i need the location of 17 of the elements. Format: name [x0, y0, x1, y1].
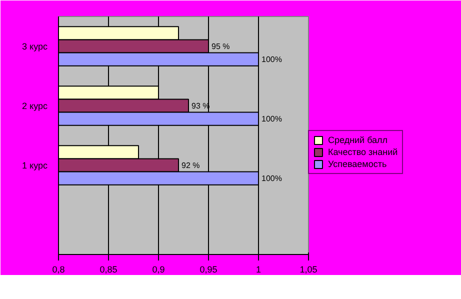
x-tick-label: 0,95	[200, 264, 218, 274]
data-label: 100%	[262, 114, 282, 124]
x-tick-label: 1	[256, 264, 262, 274]
data-label: 100%	[262, 174, 282, 183]
data-label: 95 %	[212, 42, 230, 51]
x-tick-label: 0,9	[152, 264, 165, 274]
legend-label: Средний балл	[328, 135, 388, 145]
x-tick-label: 0,8	[52, 264, 65, 274]
data-label: 92 %	[182, 160, 200, 170]
y-tick-label: 3 курс	[22, 41, 48, 52]
x-tick-label: 1,05	[300, 264, 318, 274]
y-tick-label: 2 курс	[22, 100, 48, 111]
x-tick-label: 0,85	[100, 264, 118, 274]
y-tick-label: 1 курс	[22, 160, 48, 170]
legend-label: Успеваемость	[328, 159, 387, 169]
data-label: 100%	[262, 54, 282, 64]
legend-label: Качество знаний	[328, 147, 398, 157]
